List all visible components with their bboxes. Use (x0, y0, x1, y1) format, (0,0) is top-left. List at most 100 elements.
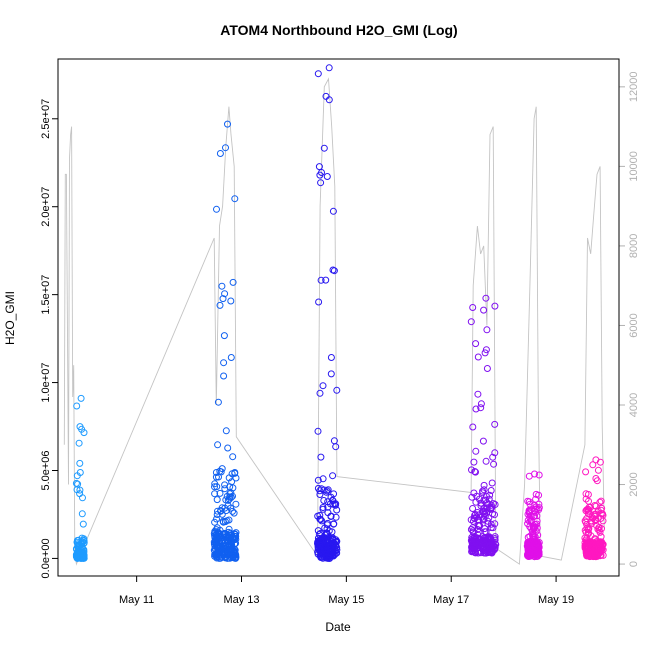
data-point (227, 297, 235, 305)
data-point (594, 540, 602, 548)
data-point (592, 553, 600, 561)
data-point (470, 458, 478, 466)
data-point (524, 520, 532, 528)
data-point (483, 326, 491, 334)
data-point (535, 504, 543, 512)
data-point (227, 504, 235, 512)
data-point (317, 485, 325, 493)
data-point (314, 527, 322, 535)
data-point (73, 554, 81, 562)
data-point (532, 539, 540, 547)
data-point (477, 499, 485, 507)
data-point (315, 298, 323, 306)
data-point (469, 505, 477, 512)
data-point (319, 475, 327, 483)
data-point (596, 528, 604, 536)
data-point (74, 480, 82, 488)
data-point (219, 518, 227, 526)
data-point (317, 453, 325, 461)
data-point (316, 547, 324, 555)
data-point (472, 498, 480, 506)
data-point (314, 476, 322, 484)
y-tick-label: 1.5e+07 (40, 275, 52, 315)
data-point (232, 500, 240, 508)
data-point (594, 507, 602, 515)
data-point (211, 483, 218, 491)
data-point (482, 549, 490, 557)
data-point (317, 276, 325, 284)
data-point (584, 491, 592, 498)
data-point (79, 494, 86, 502)
data-point (472, 468, 479, 476)
data-point (480, 481, 488, 489)
data-point (486, 491, 494, 499)
data-point (331, 500, 339, 508)
data-point (229, 507, 236, 515)
data-point (489, 453, 497, 461)
data-point (229, 547, 237, 554)
data-point (216, 531, 224, 538)
data-point (218, 465, 226, 473)
data-point (318, 517, 326, 525)
x-tick-label: May 17 (433, 594, 469, 606)
data-point (480, 306, 488, 314)
data-point (222, 427, 230, 435)
data-point (317, 179, 325, 187)
data-point (596, 498, 604, 506)
y-tick-label: 2.0e+07 (40, 187, 52, 227)
data-point (323, 173, 331, 180)
data-point (330, 490, 338, 498)
data-point (216, 301, 224, 309)
data-point (533, 544, 540, 552)
data-point (475, 521, 483, 529)
data-point (481, 349, 489, 357)
data-point (76, 490, 84, 498)
data-point (229, 278, 237, 286)
data-point (582, 468, 590, 476)
data-point (530, 524, 538, 532)
data-point (323, 530, 331, 538)
data-point (314, 427, 322, 435)
data-point (230, 509, 238, 517)
data-point (320, 497, 328, 504)
data-point (221, 290, 229, 298)
data-point (80, 539, 88, 547)
data-point (487, 524, 495, 532)
data-point (215, 473, 222, 481)
y2-tick-label: 4000 (628, 393, 640, 417)
data-point (227, 354, 235, 361)
data-point (327, 370, 335, 378)
data-point (229, 453, 237, 461)
x-tick-label: May 13 (223, 594, 259, 606)
data-point (588, 520, 595, 528)
data-point (472, 340, 480, 348)
data-point (474, 522, 482, 530)
data-point (592, 456, 600, 464)
data-point (469, 304, 477, 311)
data-point (75, 439, 83, 447)
data-point (224, 554, 231, 562)
y-tick-label: 1.0e+07 (40, 363, 52, 403)
data-point (485, 534, 493, 542)
data-point (316, 389, 324, 397)
data-point (214, 507, 221, 515)
data-point (582, 545, 590, 552)
data-point (585, 530, 592, 538)
y-tick-label: 2.5e+07 (40, 99, 52, 139)
data-point (331, 551, 339, 559)
x-axis-label: Date (325, 620, 351, 634)
x-tick-label: May 11 (119, 594, 154, 606)
y2-tick-label: 8000 (628, 234, 640, 258)
data-point (214, 398, 222, 406)
data-point (213, 511, 221, 518)
data-point (333, 386, 341, 394)
data-point (333, 506, 341, 514)
data-point (332, 513, 340, 521)
data-point (325, 96, 333, 104)
data-point (474, 390, 482, 398)
y-tick-label: 0.0e+00 (40, 538, 52, 578)
data-point (216, 150, 224, 157)
data-point (220, 359, 228, 367)
data-point (468, 466, 475, 474)
data-point (329, 540, 337, 548)
